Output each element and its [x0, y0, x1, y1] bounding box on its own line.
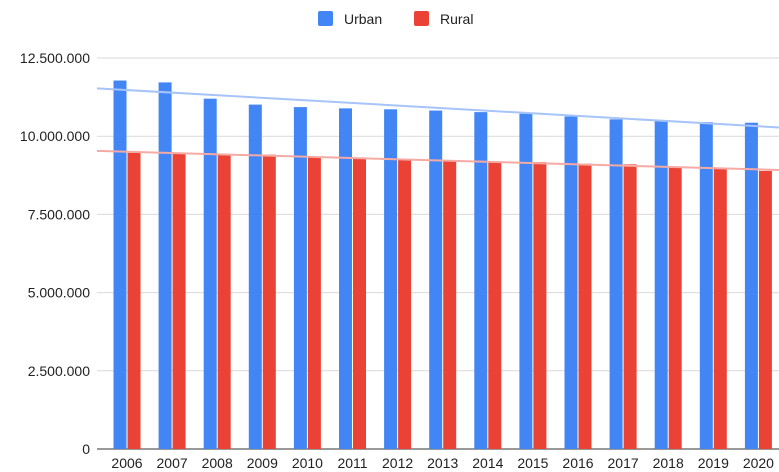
bar-rural-2014: [488, 161, 502, 449]
x-tick-label: 2018: [653, 455, 684, 471]
y-tick-label: 0: [82, 441, 90, 457]
bar-rural-2008: [217, 154, 231, 449]
bar-urban-2013: [429, 110, 443, 449]
y-tick-label: 2.500.000: [28, 363, 90, 379]
bar-urban-2017: [609, 119, 623, 449]
bar-rural-2006: [127, 152, 141, 450]
x-tick-label: 2019: [698, 455, 729, 471]
bar-urban-2006: [113, 80, 127, 449]
y-axis: 0 2.500.000 5.000.000 7.500.000 10.000.000 12…: [20, 50, 90, 457]
bar-urban-2014: [474, 112, 488, 449]
x-axis: 2006 2007 2008 2009 2010 2011 2012 2013 2014 2015…: [111, 455, 774, 471]
x-tick-label: 2014: [472, 455, 503, 471]
y-tick-label: 7.500.000: [28, 206, 90, 222]
y-tick-label: 10.000.000: [20, 128, 90, 144]
legend-swatch-urban: [318, 11, 333, 26]
x-tick-label: 2006: [111, 455, 142, 471]
bar-urban-2019: [699, 122, 713, 450]
legend: Urban Rural: [318, 11, 473, 27]
bar-rural-2017: [623, 164, 637, 450]
x-tick-label: 2011: [337, 455, 367, 471]
bar-urban-2007: [158, 82, 172, 449]
x-tick-label: 2007: [157, 455, 188, 471]
bar-urban-2009: [248, 104, 262, 449]
bar-urban-2018: [654, 120, 668, 449]
bar-rural-2013: [443, 160, 457, 450]
bar-urban-2012: [384, 109, 398, 450]
x-tick-label: 2016: [562, 455, 593, 471]
trendlines: [96, 87, 779, 171]
trendline-urban: [96, 87, 779, 129]
bar-rural-2020: [758, 170, 772, 449]
bar-urban-2008: [203, 98, 217, 449]
bar-urban-2010: [293, 107, 307, 450]
x-tick-label: 2010: [292, 455, 323, 471]
bar-urban-2015: [519, 113, 533, 449]
bar-rural-2015: [533, 162, 547, 449]
legend-label-urban: Urban: [344, 11, 382, 27]
x-tick-label: 2008: [202, 455, 233, 471]
bar-rural-2007: [172, 153, 186, 449]
bar-rural-2018: [668, 166, 682, 449]
x-tick-label: 2020: [743, 455, 774, 471]
y-tick-label: 12.500.000: [20, 50, 90, 66]
x-tick-label: 2012: [382, 455, 413, 471]
bar-urban-2011: [339, 108, 352, 449]
x-tick-label: 2017: [608, 455, 639, 471]
bar-rural-2012: [398, 159, 412, 449]
bar-rural-2009: [262, 154, 276, 449]
legend-swatch-rural: [414, 11, 429, 26]
bar-rural-2011: [353, 158, 366, 449]
bar-rural-2019: [713, 167, 727, 450]
y-tick-label: 5.000.000: [28, 285, 90, 301]
bar-urban-2020: [744, 122, 758, 449]
x-tick-label: 2015: [517, 455, 548, 471]
bars: [113, 80, 772, 450]
bar-rural-2016: [578, 163, 592, 450]
bar-rural-2010: [307, 157, 321, 449]
bar-urban-2016: [564, 116, 578, 450]
trendline-rural: [96, 149, 779, 171]
x-tick-label: 2009: [247, 455, 278, 471]
legend-label-rural: Rural: [440, 11, 473, 27]
x-tick-label: 2013: [427, 455, 458, 471]
